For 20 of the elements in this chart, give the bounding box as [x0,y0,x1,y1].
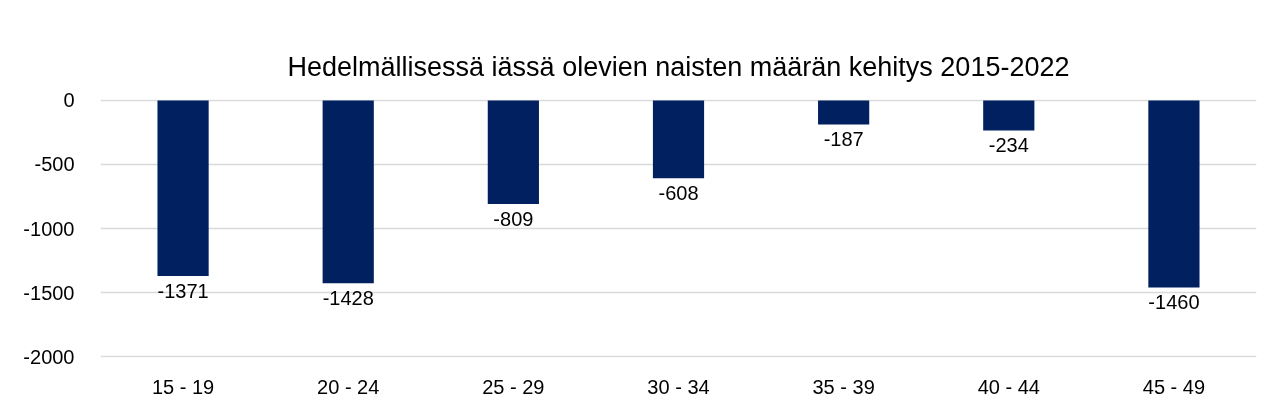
y-tick-label: -2000 [23,345,75,368]
x-tick-label: 25 - 29 [482,375,545,398]
y-tick-label: 0 [63,89,75,112]
x-tick-label: 20 - 24 [317,375,380,398]
x-tick-label: 30 - 34 [647,375,710,398]
x-tick-label: 40 - 44 [977,375,1040,398]
data-label: -187 [823,128,864,151]
y-tick-label: -1000 [23,217,75,240]
x-tick-label: 35 - 39 [812,375,875,398]
x-tick-label: 45 - 49 [1142,375,1206,398]
data-label: -234 [988,134,1029,157]
data-label: -1460 [1148,291,1200,314]
data-label: -1428 [322,287,374,310]
y-tick-label: -500 [34,153,75,176]
x-tick-label: 15 - 19 [151,375,215,398]
chart-title: Hedelmällisessä iässä olevien naisten määrän kehitys 2015-2022 [287,51,1070,82]
data-label: -1371 [157,279,209,302]
data-label: -608 [658,182,699,205]
data-label: -809 [493,208,534,231]
y-tick-label: -1500 [23,281,75,304]
